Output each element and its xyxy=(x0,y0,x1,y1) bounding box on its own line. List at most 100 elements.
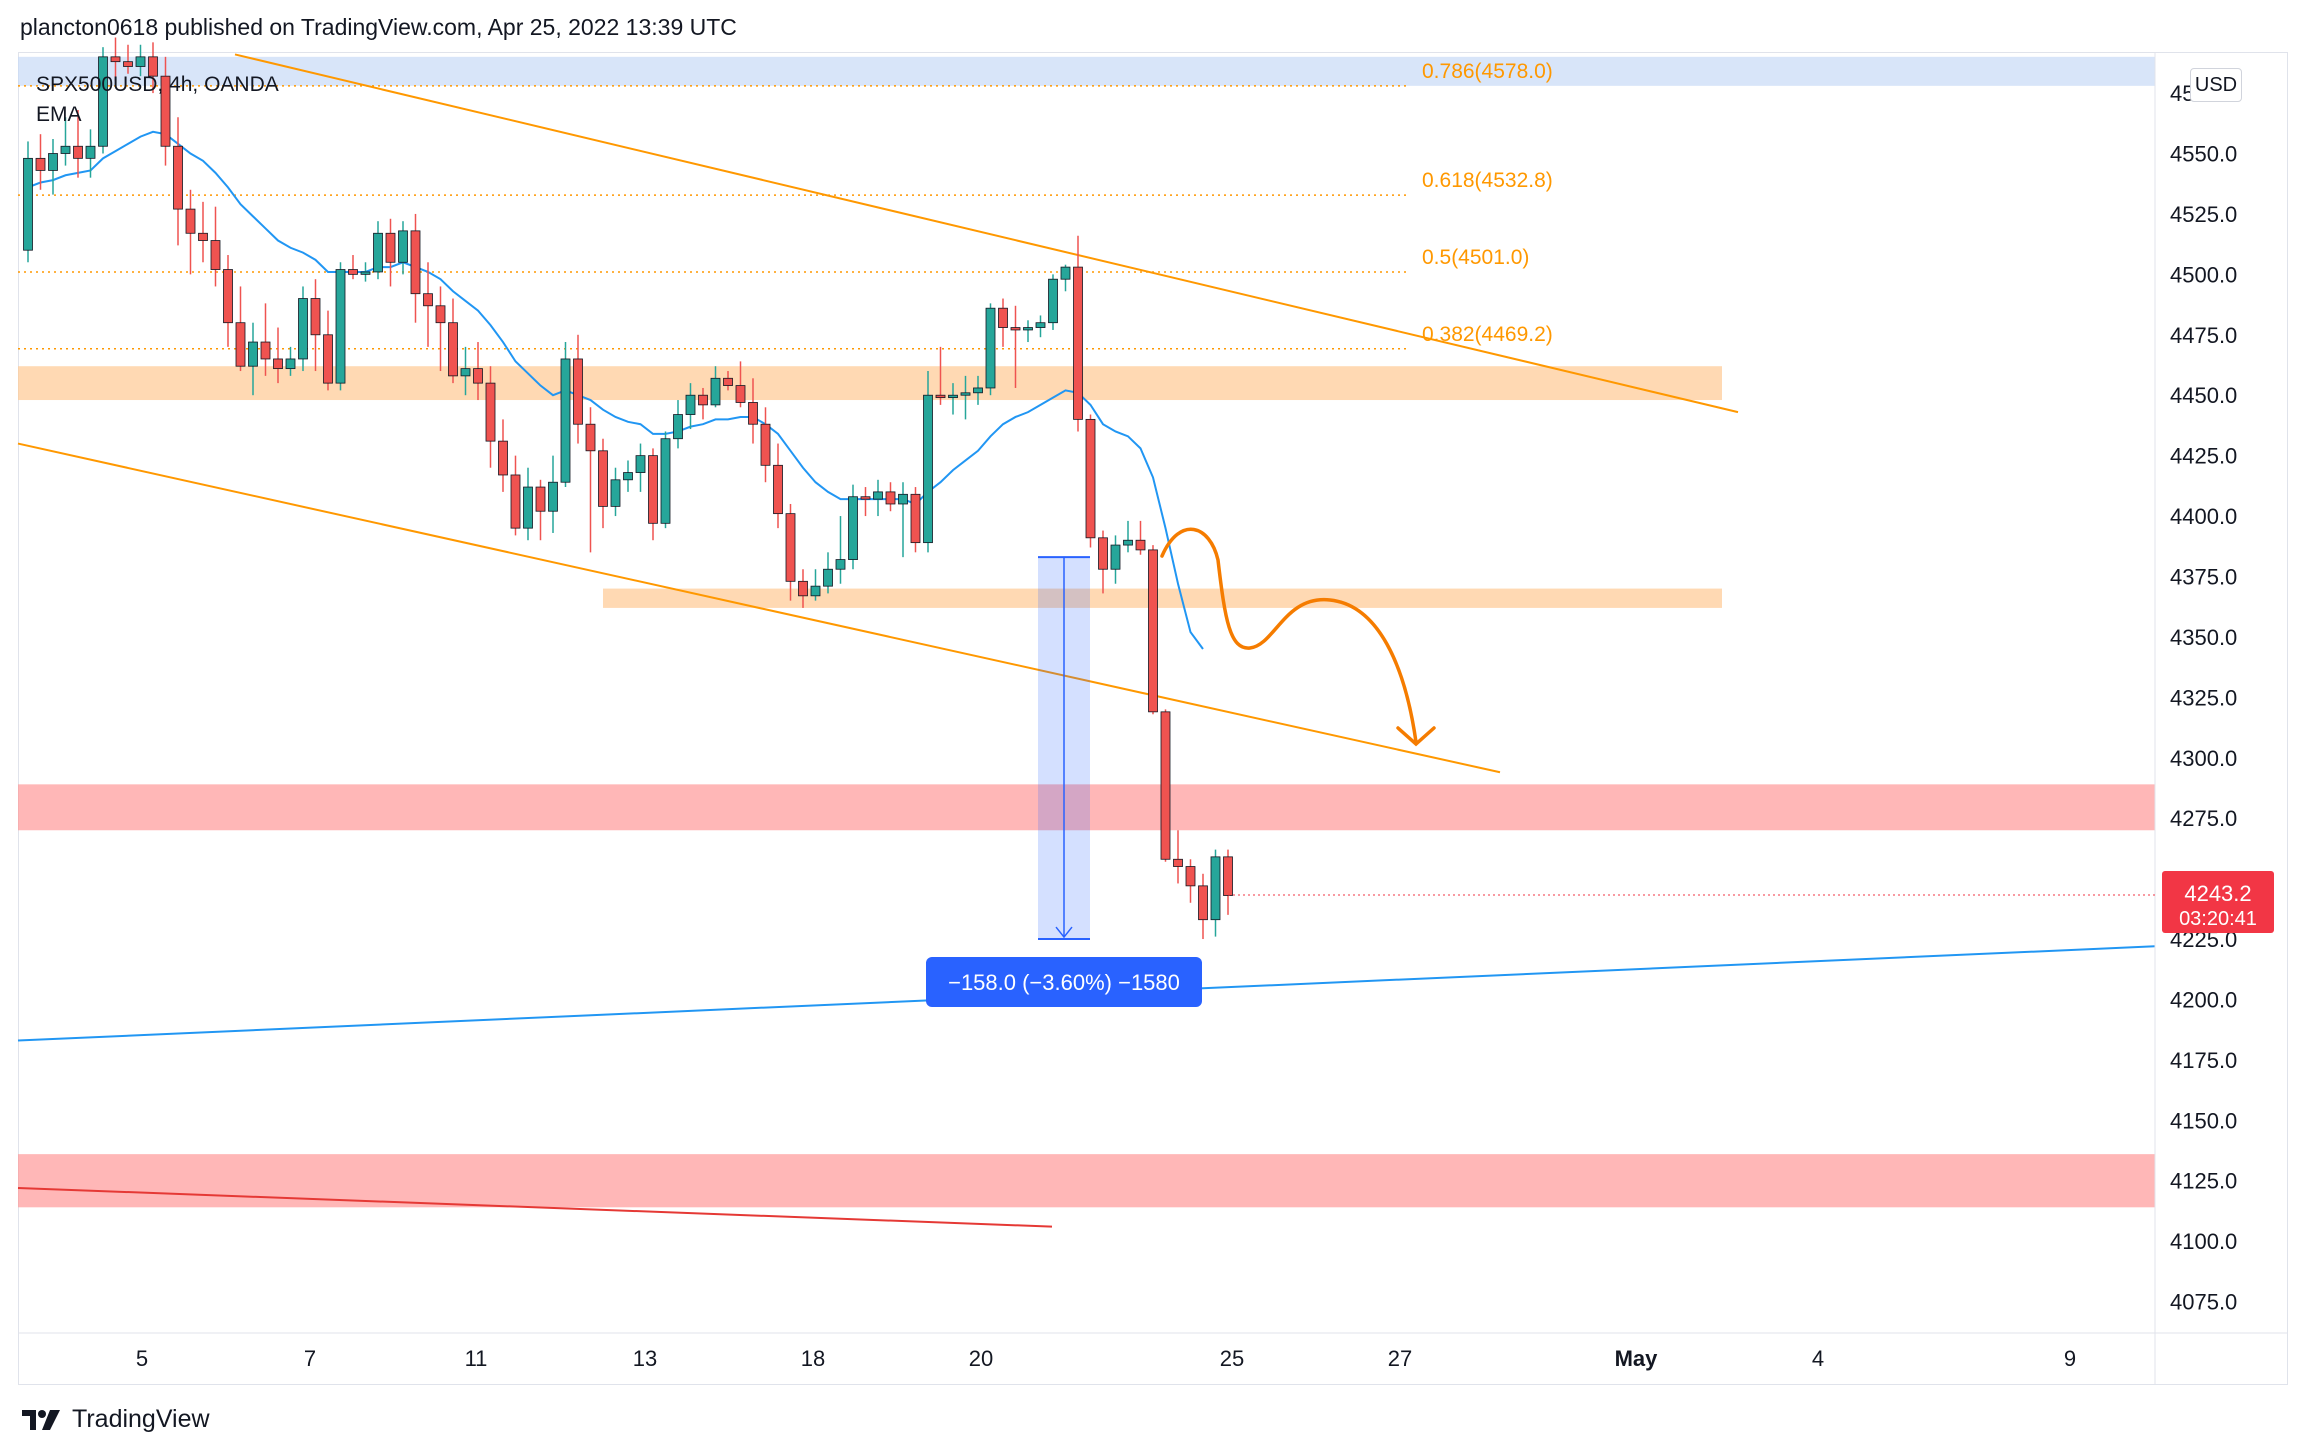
zone-red-3 xyxy=(18,784,2155,831)
candle-body xyxy=(1048,278,1058,324)
candle-body xyxy=(998,307,1008,328)
candle-body xyxy=(710,377,721,406)
candle-body xyxy=(198,232,208,241)
candle-body xyxy=(385,232,396,263)
candle-body xyxy=(573,358,583,425)
symbol-name[interactable]: SPX500USD, 4h, OANDA xyxy=(36,73,279,96)
fib-level-label: 0.5(4501.0) xyxy=(1422,246,1529,269)
candle-body xyxy=(23,157,33,251)
candle-body xyxy=(135,56,146,67)
price-tick-label: 4425.0 xyxy=(2170,444,2237,469)
footer-brand[interactable]: TradingView xyxy=(20,1405,210,1434)
time-tick-label: 5 xyxy=(136,1346,148,1371)
candle-body xyxy=(1110,544,1121,570)
price-tick-label: 4325.0 xyxy=(2170,685,2237,710)
candle-body xyxy=(98,56,108,147)
price-tick-label: 4525.0 xyxy=(2170,202,2237,227)
time-tick-label: 7 xyxy=(304,1346,316,1371)
fib-level-label: 0.786(4578.0) xyxy=(1422,60,1553,83)
candle-body xyxy=(898,493,908,505)
time-tick-label: 4 xyxy=(1812,1346,1824,1371)
candle-body xyxy=(848,496,858,560)
candle-body xyxy=(60,145,71,154)
projection-arrow-head xyxy=(1396,726,1436,747)
candle-body xyxy=(1223,856,1233,896)
measure-label-box xyxy=(926,957,1202,1008)
candle-body xyxy=(110,56,121,63)
candle-body xyxy=(448,322,458,377)
red-trend-line xyxy=(17,1186,1053,1228)
candle-body xyxy=(598,450,608,507)
price-tick-label: 4125.0 xyxy=(2170,1169,2237,1194)
bar-countdown: 03:20:41 xyxy=(2179,908,2257,930)
time-tick-label: 11 xyxy=(465,1346,488,1371)
candle-body xyxy=(85,145,96,159)
candle-body xyxy=(935,394,946,399)
candle-body xyxy=(1173,858,1183,867)
candle-body xyxy=(1198,885,1208,921)
candle-body xyxy=(760,423,771,466)
candle-body xyxy=(648,455,658,524)
measure-arrow-head xyxy=(1055,926,1073,939)
candle-body xyxy=(1098,537,1108,570)
candle-body xyxy=(310,298,321,336)
candle-body xyxy=(748,402,758,425)
candle-body xyxy=(910,493,921,544)
candle-body xyxy=(323,334,333,384)
tradingview-logo-icon xyxy=(22,1409,60,1430)
candle-body xyxy=(1010,327,1021,331)
candle-body xyxy=(873,491,883,500)
candle-body xyxy=(685,394,696,415)
candle-body xyxy=(423,293,433,307)
candle-body xyxy=(835,559,846,570)
candle-body xyxy=(360,271,371,275)
last-price-value: 4243.2 xyxy=(2184,881,2251,906)
zones-layer xyxy=(18,56,2155,1208)
candle-body xyxy=(1035,322,1046,328)
candle-body xyxy=(773,464,783,515)
candle-body xyxy=(723,377,733,386)
price-tick-label: 4100.0 xyxy=(2170,1229,2237,1254)
candle-body xyxy=(585,423,596,452)
candle-body xyxy=(148,56,158,77)
fib-level-label: 0.382(4469.2) xyxy=(1422,323,1553,346)
fib-levels-layer: 0.786(4578.0) 0.618(4532.8) 0.5(4501.0) 0.3… xyxy=(18,60,1553,350)
price-tick-label: 4500.0 xyxy=(2170,262,2237,287)
candle-body xyxy=(223,269,233,324)
fib-level-label: 0.618(4532.8) xyxy=(1422,169,1553,192)
candle-body xyxy=(398,230,408,263)
price-tick-label: 4375.0 xyxy=(2170,564,2237,589)
publisher-caption: plancton0618 published on TradingView.co… xyxy=(20,14,737,40)
candle-body xyxy=(1135,539,1146,551)
chart-frame xyxy=(18,52,2288,1385)
candle-body xyxy=(473,368,483,384)
candle-body xyxy=(1210,856,1221,921)
indicator-name[interactable]: EMA xyxy=(36,103,82,126)
axes-layer: 4075.04100.04125.04150.04175.04200.04225… xyxy=(18,52,2288,1385)
candle-body xyxy=(73,145,83,159)
candle-body xyxy=(660,438,671,524)
symbol-legend[interactable]: SPX500USD, 4h, OANDA EMA xyxy=(36,70,279,130)
candle-body xyxy=(610,479,621,507)
candle-body xyxy=(860,496,871,500)
candle-body xyxy=(985,307,996,389)
candle-body xyxy=(235,322,246,367)
time-tick-label: 9 xyxy=(2064,1346,2076,1371)
price-tick-label: 4075.0 xyxy=(2170,1290,2237,1315)
candle-body xyxy=(273,358,283,370)
time-tick-label: May xyxy=(1615,1346,1659,1371)
candle-body xyxy=(635,455,646,473)
price-tick-label: 4150.0 xyxy=(2170,1108,2237,1133)
candle-body xyxy=(785,513,796,582)
candle-body xyxy=(248,341,258,367)
zone-orange-2 xyxy=(603,588,1722,608)
candle-body xyxy=(160,75,171,147)
candle-body xyxy=(523,486,533,529)
price-tick-label: 4400.0 xyxy=(2170,504,2237,529)
currency-button[interactable]: USD xyxy=(2190,68,2242,102)
time-tick-label: 20 xyxy=(969,1346,993,1371)
candle-body xyxy=(798,580,808,597)
candle-body xyxy=(48,153,58,171)
candle-body xyxy=(623,472,633,481)
